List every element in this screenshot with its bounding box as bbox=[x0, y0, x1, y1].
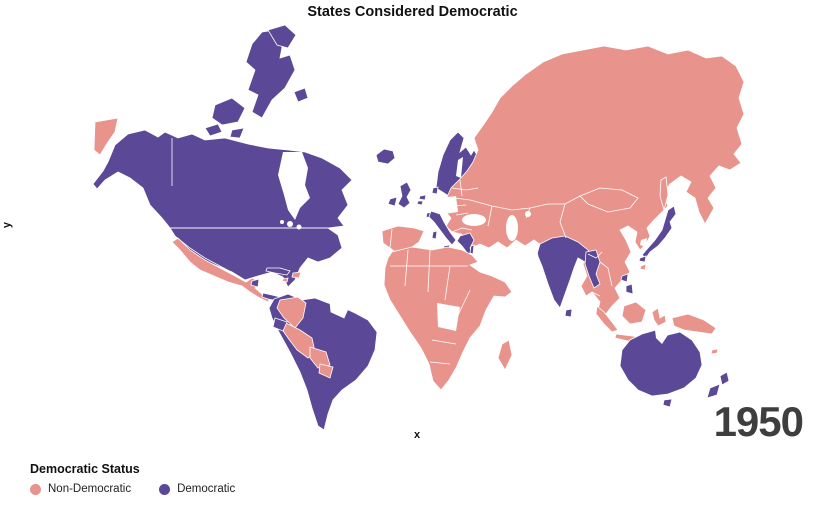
country-canada-arctic-islands bbox=[204, 123, 223, 137]
border-portugal-spain bbox=[389, 228, 393, 249]
hudson-bay bbox=[278, 152, 310, 220]
country-guatemala bbox=[250, 278, 260, 288]
country-india bbox=[536, 235, 593, 309]
black-sea bbox=[462, 214, 486, 226]
borders-africa bbox=[390, 249, 471, 365]
great-lakes bbox=[280, 220, 284, 224]
country-indonesia-sulawesi bbox=[651, 307, 667, 327]
legend-label-non-democratic: Non-Democratic bbox=[48, 483, 132, 495]
country-italy-sardinia bbox=[431, 230, 438, 240]
country-south-korea-no-data bbox=[640, 238, 647, 247]
legend-entry-democratic: Democratic bbox=[159, 483, 235, 495]
country-indonesia-sumatra bbox=[595, 305, 619, 333]
country-hispaniola bbox=[291, 271, 302, 279]
country-burma bbox=[584, 249, 601, 289]
country-italy bbox=[428, 210, 457, 246]
country-ecuador bbox=[272, 317, 288, 332]
legend: Democratic Status Non-Democratic Democra… bbox=[30, 462, 235, 495]
legend-title: Democratic Status bbox=[30, 462, 140, 476]
country-iceland bbox=[375, 148, 396, 165]
country-denmark bbox=[431, 186, 439, 195]
great-lakes bbox=[287, 221, 293, 227]
country-jamaica bbox=[281, 277, 289, 283]
country-sri-lanka bbox=[564, 308, 573, 318]
great-lakes bbox=[296, 224, 302, 230]
country-canada-arctic-islands bbox=[229, 127, 245, 139]
country-philippines bbox=[625, 283, 634, 295]
country-new-caledonia bbox=[710, 348, 719, 355]
border-usa-mexico bbox=[174, 235, 247, 282]
x-axis-label: x bbox=[414, 429, 421, 441]
country-sakhalin bbox=[659, 176, 669, 212]
country-philippines bbox=[620, 273, 629, 283]
country-russia-west-fragment bbox=[93, 117, 119, 156]
borders-east-europe bbox=[451, 179, 479, 216]
region-guianas-no-data bbox=[329, 302, 349, 319]
country-netherlands bbox=[418, 194, 427, 201]
country-colombia bbox=[276, 296, 307, 329]
country-greece bbox=[456, 232, 475, 255]
legend-entry-non-democratic: Non-Democratic bbox=[30, 483, 131, 495]
borders-southeast-asia bbox=[587, 251, 613, 297]
country-canada-arctic-islands bbox=[211, 97, 246, 126]
gulf-of-carpentaria bbox=[655, 330, 668, 344]
country-australia bbox=[619, 329, 703, 397]
country-canada-arctic-islands bbox=[293, 87, 309, 103]
legend-swatch-democratic-icon bbox=[159, 483, 171, 495]
gulf-of-bothnia bbox=[456, 157, 463, 178]
country-australia-tasmania bbox=[662, 398, 673, 408]
country-ireland bbox=[387, 196, 398, 207]
chart-title: States Considered Democratic bbox=[307, 4, 518, 20]
country-congo-no-data bbox=[437, 303, 460, 331]
year-annotation: 1950 bbox=[713, 398, 804, 445]
region-eurasia-soviet-china bbox=[444, 45, 745, 323]
country-iberia bbox=[381, 225, 425, 252]
country-paraguay bbox=[318, 363, 334, 379]
country-united-kingdom bbox=[397, 181, 412, 209]
country-japan bbox=[641, 205, 677, 259]
legend-entries: Non-Democratic Democratic bbox=[30, 483, 235, 495]
legend-label-democratic: Democratic bbox=[177, 483, 236, 495]
country-canada-usa-mainland bbox=[92, 129, 353, 229]
country-madagascar bbox=[497, 339, 513, 371]
country-canada-arctic-islands bbox=[267, 24, 297, 49]
legend-swatch-non-democratic-icon bbox=[30, 483, 41, 495]
country-germany-austria-no-data bbox=[440, 196, 458, 214]
y-axis-label: y bbox=[1, 221, 14, 229]
country-saudi-arabia-no-data bbox=[476, 252, 514, 286]
country-taiwan bbox=[639, 263, 647, 271]
country-new-zealand bbox=[719, 371, 730, 386]
country-new-guinea bbox=[671, 313, 717, 335]
borders-ussr-south bbox=[446, 195, 581, 211]
country-belgium bbox=[416, 200, 424, 206]
country-israel bbox=[469, 244, 475, 255]
country-japan-kyushu bbox=[638, 255, 647, 263]
caspian-sea bbox=[506, 215, 518, 241]
borders-central-asia bbox=[451, 203, 567, 271]
border-mongolia bbox=[579, 187, 639, 213]
country-peru bbox=[280, 321, 316, 359]
country-new-zealand bbox=[706, 383, 721, 399]
country-indonesia-borneo bbox=[621, 301, 647, 325]
country-cuba bbox=[265, 267, 291, 276]
